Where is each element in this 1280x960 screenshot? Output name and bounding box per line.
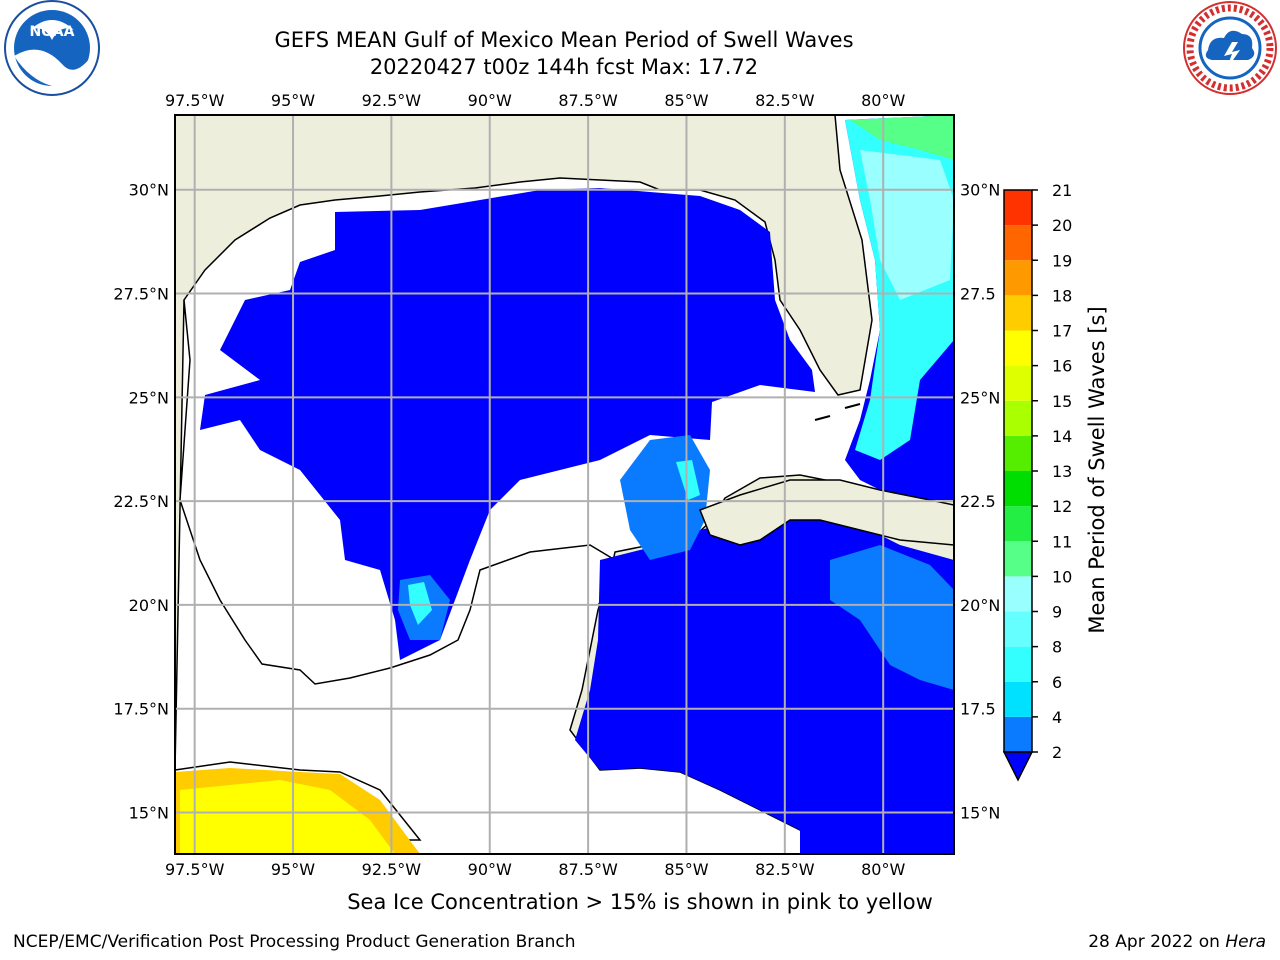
lon-tick-label-top: 97.5°W bbox=[165, 91, 225, 110]
lon-tick-label-bottom: 87.5°W bbox=[558, 860, 618, 879]
lon-tick-label-bottom: 85°W bbox=[664, 860, 708, 879]
svg-text:NOAA: NOAA bbox=[30, 24, 75, 40]
lat-tick-label-left: 30°N bbox=[129, 181, 169, 200]
lon-tick-label-top: 87.5°W bbox=[558, 91, 618, 110]
lat-tick-label-right: 25°N bbox=[960, 388, 1000, 407]
lon-tick-label-bottom: 82.5°W bbox=[755, 860, 815, 879]
colorbar-segment bbox=[1004, 330, 1032, 366]
chart-title: GEFS MEAN Gulf of Mexico Mean Period of … bbox=[274, 28, 854, 52]
lon-tick-label-top: 90°W bbox=[468, 91, 512, 110]
colorbar-tick-label: 6 bbox=[1052, 673, 1062, 692]
colorbar-segment bbox=[1004, 611, 1032, 647]
colorbar-tick-label: 10 bbox=[1052, 567, 1072, 586]
colorbar-segment bbox=[1004, 295, 1032, 331]
swell-field-main bbox=[200, 188, 815, 660]
lon-tick-label-bottom: 97.5°W bbox=[165, 860, 225, 879]
swell-field-6s-c bbox=[408, 582, 432, 625]
lon-tick-label-top: 82.5°W bbox=[755, 91, 815, 110]
noaa-logo: NOAA bbox=[4, 0, 100, 96]
colorbar-tick-label: 19 bbox=[1052, 251, 1072, 270]
colorbar-segment bbox=[1004, 225, 1032, 261]
swell-field-6s-b bbox=[676, 460, 700, 500]
colorbar-title: Mean Period of Swell Waves [s] bbox=[1085, 306, 1109, 634]
lat-tick-label-right: 17.5 bbox=[960, 700, 996, 719]
chart-subtitle: 20220427 t00z 144h fcst Max: 17.72 bbox=[369, 55, 759, 79]
lon-tick-label-top: 80°W bbox=[861, 91, 905, 110]
lat-tick-label-right: 30°N bbox=[960, 181, 1000, 200]
lat-tick-label-left: 22.5°N bbox=[113, 492, 169, 511]
colorbar-tick-label: 20 bbox=[1052, 216, 1072, 235]
colorbar-segment bbox=[1004, 365, 1032, 401]
colorbar-segment bbox=[1004, 681, 1032, 717]
lat-tick-label-left: 15°N bbox=[129, 803, 169, 822]
colorbar-segment bbox=[1004, 435, 1032, 471]
colorbar-tick-label: 14 bbox=[1052, 427, 1072, 446]
colorbar-segment bbox=[1004, 576, 1032, 612]
lat-tick-label-right: 15°N bbox=[960, 803, 1000, 822]
sea-ice-field-inner bbox=[180, 780, 395, 854]
florida-keys bbox=[814, 403, 861, 421]
map-gridlines bbox=[175, 115, 954, 854]
date-prefix: 28 Apr 2022 on bbox=[1088, 932, 1226, 952]
colorbar-tick-label: 13 bbox=[1052, 462, 1072, 481]
lon-tick-label-top: 92.5°W bbox=[362, 91, 422, 110]
colorbar-tick-label: 2 bbox=[1052, 743, 1062, 762]
lat-tick-label-right: 20°N bbox=[960, 596, 1000, 615]
colorbar-segment bbox=[1004, 190, 1032, 226]
colorbar-segment bbox=[1004, 471, 1032, 507]
lat-tick-label-right: 27.5 bbox=[960, 285, 996, 304]
colorbar-tick-label: 9 bbox=[1052, 603, 1062, 622]
nws-logo bbox=[1183, 1, 1277, 95]
colorbar-tick-label: 8 bbox=[1052, 638, 1062, 657]
lat-tick-label-right: 22.5 bbox=[960, 492, 996, 511]
map-frame bbox=[174, 114, 955, 855]
colorbar-segment bbox=[1004, 646, 1032, 682]
lat-tick-label-left: 25°N bbox=[129, 388, 169, 407]
colorbar-tick-label: 21 bbox=[1052, 181, 1072, 200]
colorbar-tick-label: 12 bbox=[1052, 497, 1072, 516]
date-text: 28 Apr 2022 on Hera bbox=[1088, 932, 1266, 952]
swell-field-10s bbox=[850, 115, 954, 160]
colorbar-segment bbox=[1004, 541, 1032, 577]
colorbar-extend-triangle bbox=[1002, 751, 1034, 782]
lon-tick-label-bottom: 92.5°W bbox=[362, 860, 422, 879]
credit-text: NCEP/EMC/Verification Post Processing Pr… bbox=[13, 932, 576, 952]
lat-tick-label-left: 27.5°N bbox=[113, 285, 169, 304]
lon-tick-label-top: 85°W bbox=[664, 91, 708, 110]
cuba-island bbox=[699, 479, 954, 546]
colorbar-segment bbox=[1004, 506, 1032, 542]
sea-ice-note: Sea Ice Concentration > 15% is shown in … bbox=[347, 890, 933, 914]
colorbar-tick-label: 4 bbox=[1052, 708, 1062, 727]
host-name: Hera bbox=[1225, 932, 1266, 952]
colorbar-tick-label: 11 bbox=[1052, 532, 1072, 551]
lat-tick-label-left: 20°N bbox=[129, 596, 169, 615]
swell-field-4s-b bbox=[830, 545, 954, 690]
colorbar-tick-label: 18 bbox=[1052, 286, 1072, 305]
lon-tick-label-bottom: 95°W bbox=[271, 860, 315, 879]
colorbar-tick-label: 16 bbox=[1052, 357, 1072, 376]
colorbar-segment bbox=[1004, 400, 1032, 436]
colorbar-segment bbox=[1004, 716, 1032, 752]
colorbar: 2 4 6 8 9 10 11 12 13 14 15 16 17 18 19 20 21 bbox=[1002, 181, 1072, 782]
lon-tick-label-top: 95°W bbox=[271, 91, 315, 110]
colorbar-tick-label: 15 bbox=[1052, 392, 1072, 411]
colorbar-segment bbox=[1004, 260, 1032, 296]
colorbar-tick-label: 17 bbox=[1052, 322, 1072, 341]
lon-tick-label-bottom: 80°W bbox=[861, 860, 905, 879]
lon-tick-label-bottom: 90°W bbox=[468, 860, 512, 879]
lat-tick-label-left: 17.5°N bbox=[113, 700, 169, 719]
